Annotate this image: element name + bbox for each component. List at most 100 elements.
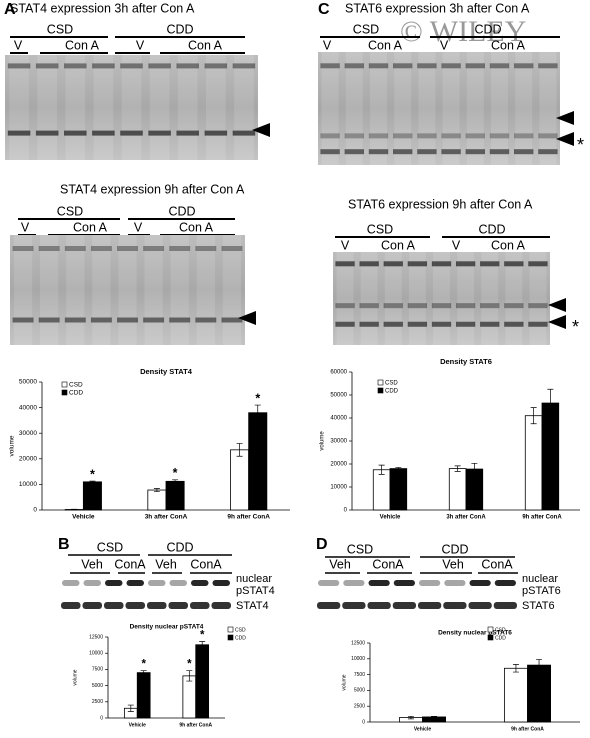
band <box>359 303 379 309</box>
y-tick-label: 12500 <box>351 640 365 646</box>
x-tick-label: Vehicle <box>72 514 95 521</box>
band <box>538 63 558 69</box>
lane <box>65 55 86 160</box>
legend-swatch <box>487 634 494 641</box>
lane <box>418 52 436 165</box>
band <box>204 63 228 69</box>
lane <box>40 235 59 345</box>
bar <box>230 449 250 511</box>
arrowhead <box>556 132 574 146</box>
band <box>431 261 452 267</box>
group-label: CDD <box>441 542 468 556</box>
group-label: CDD <box>478 222 505 236</box>
blot-title: STAT4 expression 3h after Con A <box>10 1 195 15</box>
band <box>465 149 485 155</box>
band <box>393 133 413 139</box>
legend-swatch <box>227 626 234 633</box>
lane-label: ConA <box>190 557 222 571</box>
band <box>143 317 165 323</box>
x-tick-label: Vehicle <box>380 515 401 521</box>
band <box>469 580 491 586</box>
lane <box>37 55 58 160</box>
group-label: CSD <box>367 222 393 236</box>
group-label: CDD <box>168 204 195 218</box>
lane-label: Con A <box>179 220 214 234</box>
lane-label: Con A <box>491 38 526 52</box>
y-tick-label: 5000 <box>92 683 103 689</box>
error-bar <box>172 479 179 484</box>
y-tick-label: 10000 <box>89 651 103 657</box>
x-tick-label: 9h after ConA <box>511 726 544 732</box>
band <box>169 246 191 251</box>
legend-swatch <box>61 381 68 388</box>
legend-swatch <box>227 634 234 641</box>
band <box>148 130 171 136</box>
blot-label: nuclear <box>522 573 558 585</box>
arrowhead <box>238 311 256 325</box>
band <box>120 130 143 136</box>
lane-label: Con A <box>73 220 108 234</box>
error-bar <box>536 659 543 672</box>
blot-title: STAT6 expression 9h after Con A <box>348 197 533 211</box>
y-tick-label: 0 <box>33 507 37 514</box>
lane-label: V <box>323 38 332 52</box>
arrowhead <box>548 298 566 312</box>
band <box>190 602 210 609</box>
significance-marker: * <box>200 630 205 642</box>
y-tick-label: 7500 <box>354 672 365 678</box>
band <box>317 602 341 609</box>
band <box>392 602 416 609</box>
error-bar <box>89 480 96 483</box>
lane-label: ConA <box>114 557 146 571</box>
legend-swatch <box>377 387 384 394</box>
lane-label: Veh <box>81 557 103 571</box>
band <box>38 246 60 251</box>
band <box>83 580 101 586</box>
y-axis-label: volume <box>320 431 326 451</box>
band <box>441 133 461 139</box>
band <box>489 149 510 155</box>
error-bar <box>512 664 519 673</box>
band <box>480 321 500 327</box>
blot-label: nuclear <box>236 573 272 585</box>
y-tick-label: 0 <box>100 715 103 721</box>
band <box>221 317 243 323</box>
band <box>342 602 366 609</box>
significance-marker: * <box>255 391 260 405</box>
lane-label: Con A <box>381 238 416 252</box>
lane-label: V <box>341 238 350 252</box>
band <box>120 63 143 69</box>
bar <box>524 415 543 511</box>
band <box>504 303 524 309</box>
error-bar <box>186 670 193 682</box>
y-tick-label: 30000 <box>19 430 37 437</box>
lane <box>205 55 226 160</box>
band <box>64 246 86 251</box>
significance-marker: * <box>90 467 95 481</box>
arrowhead <box>548 315 566 329</box>
band <box>383 303 403 309</box>
y-tick-label: 60000 <box>330 370 347 376</box>
lane-label: V <box>134 220 143 234</box>
lane <box>9 55 29 160</box>
y-tick-label: 30000 <box>330 439 347 445</box>
legend-label: CDD <box>385 389 399 395</box>
blot-label: pSTAT4 <box>236 585 275 597</box>
legend-label: CDD <box>495 635 506 641</box>
band <box>368 63 389 69</box>
group-label: CDD <box>166 22 193 36</box>
lane <box>170 235 189 345</box>
band <box>61 602 81 609</box>
y-tick-label: 10000 <box>351 656 365 662</box>
band <box>320 63 340 69</box>
lane-label: Con A <box>188 38 223 52</box>
band <box>504 261 524 267</box>
marker: * <box>577 135 584 155</box>
band <box>90 246 112 251</box>
lane-label: Con A <box>491 238 526 252</box>
group-label: CSD <box>57 204 83 218</box>
lane <box>66 235 85 345</box>
panel-label: C <box>318 1 330 18</box>
blot-image <box>10 235 245 345</box>
band <box>195 246 217 251</box>
